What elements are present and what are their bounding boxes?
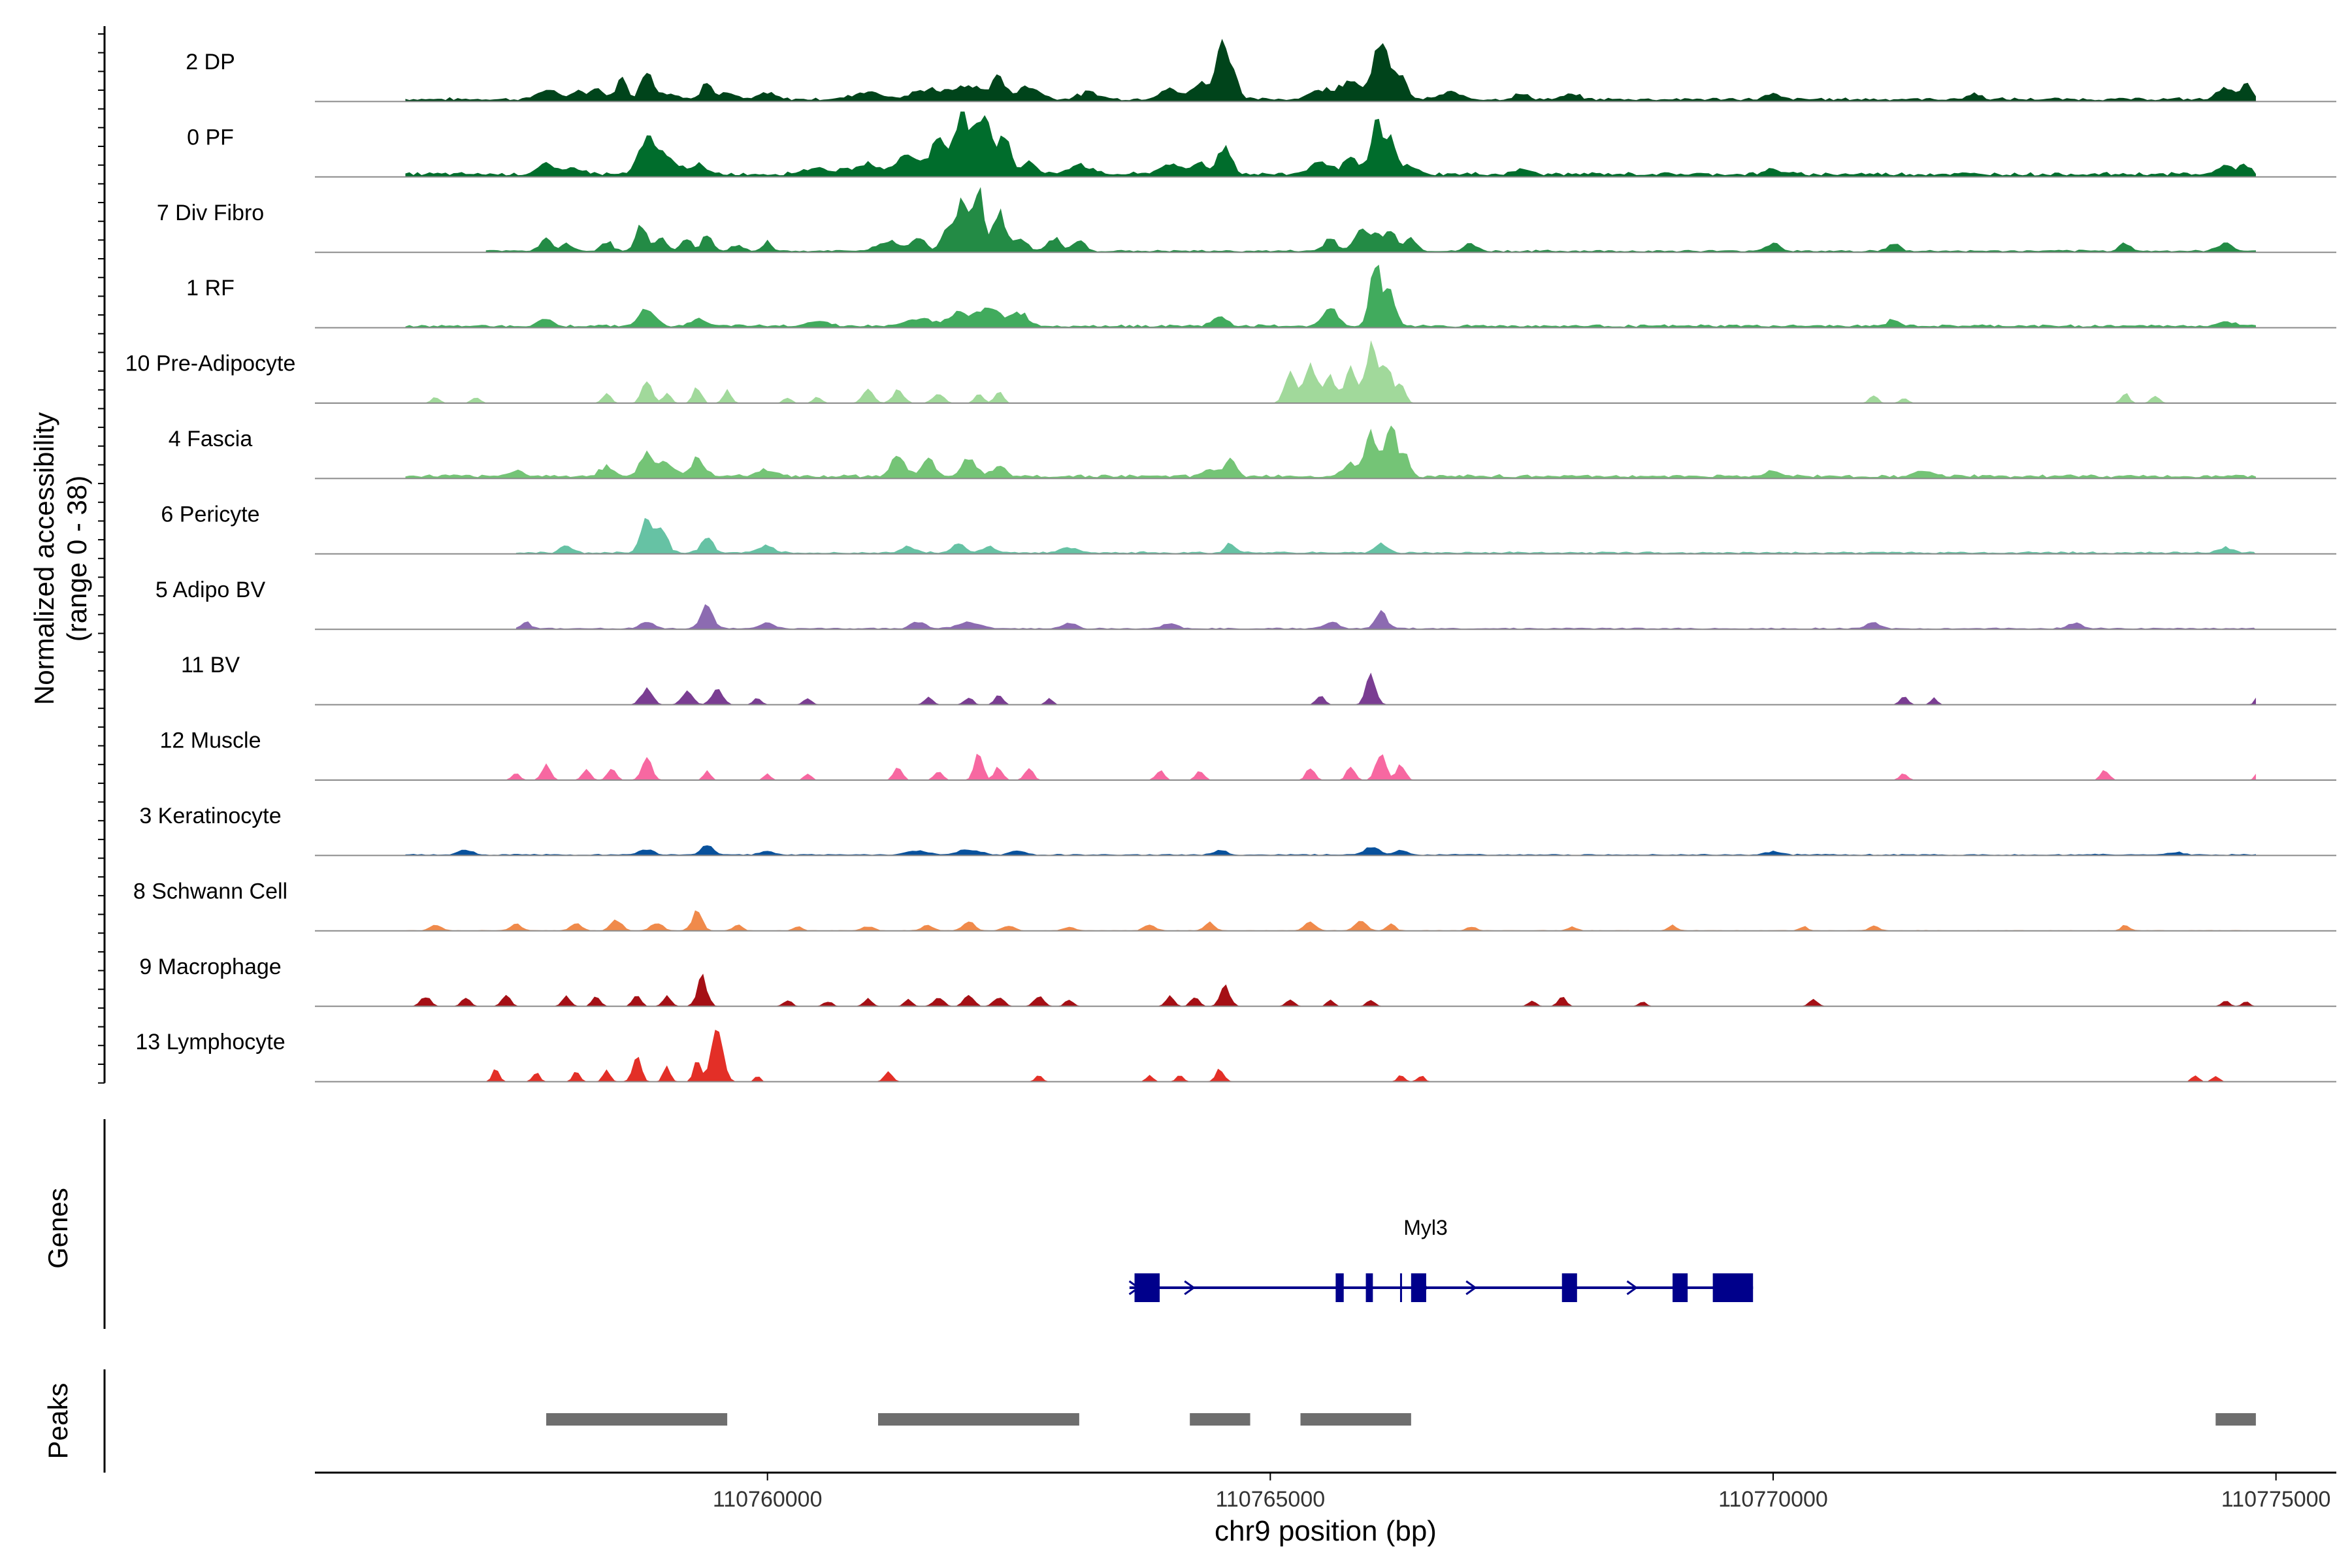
track-13-lymphocyte: 13 Lymphocyte [135,1030,2336,1083]
track-8-schwann-cell: 8 Schwann Cell [133,879,2336,932]
gene-name-label: Myl3 [1403,1216,1448,1239]
coverage-area [405,39,2256,102]
strand-arrow [1184,1280,1196,1296]
track-label: 4 Fascia [169,427,253,451]
strand-arrow [1626,1280,1639,1296]
track-0-pf: 0 PF [187,111,2336,178]
gene-exon [1712,1273,1754,1302]
peak-region [1190,1413,1250,1426]
coverage-area [515,604,2256,630]
peak-region [2215,1413,2256,1426]
track-label: 10 Pre-Adipocyte [125,351,296,376]
coverage-area [405,973,2256,1007]
y-axis-range-label: (range 0 - 38) [61,476,92,642]
gene-exon [1365,1273,1373,1302]
track-label: 5 Adipo BV [155,578,266,602]
gene-exon [1561,1273,1577,1302]
track-label: 6 Pericyte [161,502,259,527]
track-label: 7 Div Fibro [157,201,264,225]
coverage-area [425,340,2226,403]
coverage-area [405,845,2256,856]
track-label: 3 Keratinocyte [139,804,281,828]
coverage-area [485,187,2256,253]
track-11-bv: 11 BV [181,653,2336,706]
peaks-track-label: Peaks [42,1383,73,1460]
track-4-fascia: 4 Fascia [169,425,2336,480]
x-tick-label: 110775000 [2221,1487,2331,1512]
strand-arrow [1417,1280,1429,1296]
track-7-div-fibro: 7 Div Fibro [157,187,2336,253]
peak-region [878,1413,1079,1426]
gene-exon [1335,1273,1344,1302]
coverage-area [446,1030,2256,1082]
peak-region [546,1413,728,1426]
track-label: 8 Schwann Cell [133,879,287,904]
strand-arrow [1465,1280,1477,1296]
track-10-pre-adipocyte: 10 Pre-Adipocyte [125,340,2336,404]
track-label: 13 Lymphocyte [135,1030,285,1054]
x-tick-label: 110760000 [713,1487,823,1512]
strand-arrow [1128,1280,1141,1296]
x-tick-label: 110765000 [1216,1487,1326,1512]
gene-exon [1411,1273,1426,1302]
track-label: 12 Muscle [160,728,261,753]
coverage-area [405,265,2256,328]
axes: 110760000 110765000 110770000 110775000 [98,26,2336,1512]
coverage-area [405,425,2256,479]
coverage-area [405,111,2256,177]
track-3-keratinocyte: 3 Keratinocyte [139,804,2336,857]
track-9-macrophage: 9 Macrophage [139,955,2336,1007]
track-5-adipo-bv: 5 Adipo BV [155,578,2336,630]
peak-region [1300,1413,1411,1426]
genes-track [1128,1273,1754,1302]
peaks-track [546,1413,2256,1426]
coverage-area [627,672,2256,705]
x-tick-label: 110770000 [1718,1487,1828,1512]
coverage-area [515,517,2256,554]
track-2-dp: 2 DP [186,39,2336,103]
track-label: 9 Macrophage [139,955,281,979]
coverage-tracks: 2 DP 0 PF 7 Div Fibro 1 RF 10 Pre-Adipocyte 4… [125,39,2336,1083]
track-label: 0 PF [187,125,234,150]
track-label: 2 DP [186,50,235,74]
track-1-rf: 1 RF [186,265,2336,329]
coverage-area [405,910,2256,931]
track-label: 1 RF [186,276,235,301]
y-axis-label: Normalized accessibility [29,412,59,705]
track-12-muscle: 12 Muscle [160,728,2336,781]
coverage-area [485,753,2256,780]
track-6-pericyte: 6 Pericyte [161,502,2336,555]
gene-exon [1673,1273,1688,1302]
genes-track-label: Genes [42,1188,73,1269]
track-label: 11 BV [181,653,240,678]
x-axis-label: chr9 position (bp) [1215,1515,1437,1547]
